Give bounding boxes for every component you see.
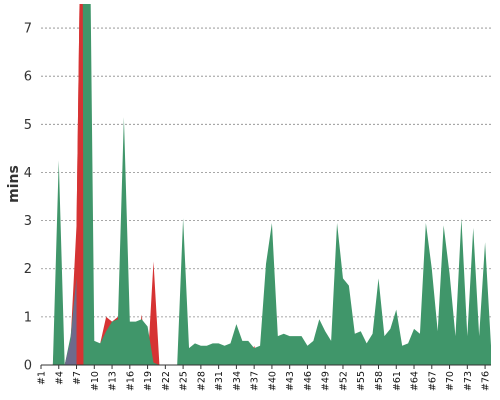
x-tick-label: #55 <box>356 371 367 391</box>
x-tick-label: #73 <box>463 371 474 391</box>
y-axis-tick-labels: 0 1 2 3 4 5 6 7 <box>24 22 32 374</box>
x-tick-label: #67 <box>427 371 438 391</box>
x-tick-label: #7 <box>72 371 83 385</box>
x-tick-label: #40 <box>267 371 278 391</box>
series-red-area <box>41 4 491 365</box>
series-green-area <box>41 4 491 365</box>
x-tick-label: #46 <box>303 371 314 391</box>
x-tick-label: #19 <box>143 371 154 391</box>
y-tick-label: 0 <box>24 359 32 374</box>
x-tick-label: #76 <box>481 371 492 391</box>
y-tick-label: 7 <box>24 22 32 37</box>
x-tick-label: #37 <box>250 371 261 391</box>
x-tick-label: #61 <box>392 371 403 391</box>
x-tick-label: #64 <box>410 371 421 391</box>
x-tick-label: #13 <box>108 371 119 391</box>
y-axis-title: mins <box>6 165 22 203</box>
x-tick-label: #49 <box>321 371 332 391</box>
x-tick-label: #10 <box>90 371 101 391</box>
x-tick-label: #58 <box>374 371 385 391</box>
x-tick-label: #43 <box>285 371 296 391</box>
series-areas <box>41 4 491 365</box>
x-tick-label: #16 <box>125 371 136 391</box>
y-tick-label: 5 <box>24 118 32 133</box>
x-tick-label: #52 <box>338 371 349 391</box>
x-tick-label: #4 <box>54 371 65 385</box>
y-tick-label: 3 <box>24 214 32 229</box>
x-axis-tick-labels: #1 #4 #7 #10 #13 #16 #19 #22 #25 #28 #31 #34 #37 #40 #… <box>37 365 492 391</box>
x-tick-label: #28 <box>196 371 207 391</box>
y-tick-label: 2 <box>24 262 32 277</box>
x-tick-label: #34 <box>232 371 243 391</box>
x-tick-label: #1 <box>37 371 48 385</box>
y-tick-label: 1 <box>24 310 32 325</box>
x-tick-label: #70 <box>445 371 456 391</box>
x-tick-label: #31 <box>214 371 225 391</box>
x-tick-label: #25 <box>179 371 190 391</box>
series-red-spike <box>76 4 84 365</box>
y-tick-label: 4 <box>24 166 32 181</box>
x-tick-label: #22 <box>161 371 172 391</box>
y-tick-label: 6 <box>24 70 32 85</box>
